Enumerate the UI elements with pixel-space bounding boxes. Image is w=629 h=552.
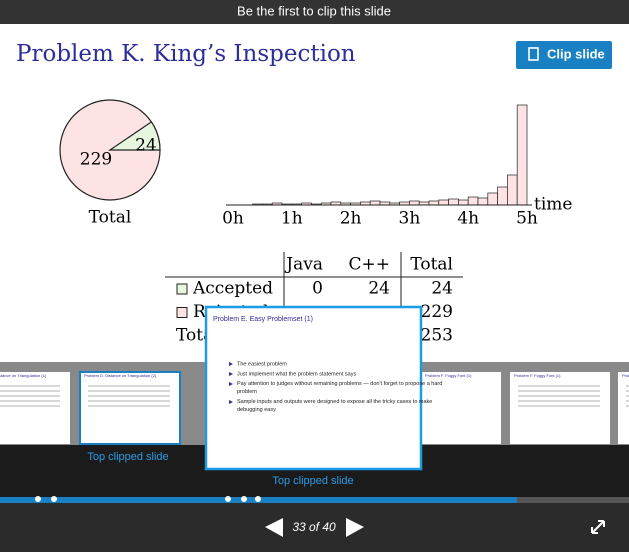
clip-button[interactable] [516, 41, 612, 69]
progress-dot [51, 496, 57, 502]
table-cell: 24 [431, 279, 453, 299]
table-cell: 0 [312, 279, 323, 299]
popup-bullet: Sample inputs and outputs were designed … [237, 399, 432, 413]
table-row-label: Accepted [192, 279, 273, 299]
popup-bullet: The easiest problem [237, 361, 287, 367]
page-indicator: 33 of 40 [292, 520, 336, 534]
hist-bar [409, 200, 420, 206]
table-header: Java [284, 255, 323, 275]
thumbnail[interactable] [79, 371, 181, 445]
hist-bar [448, 198, 459, 206]
hist-tick-label: 1h [281, 209, 303, 229]
popup-card[interactable] [204, 305, 423, 471]
hist-bar [497, 186, 508, 206]
thumbnail-title: Problem F. Foggy Font (1) [514, 373, 561, 378]
hist-tick-label: 4h [457, 209, 479, 229]
hist-bar [516, 104, 528, 206]
clip-icon [528, 47, 539, 61]
hist-bar [507, 174, 518, 206]
hist-bar [428, 200, 440, 206]
thumbnail[interactable] [618, 372, 629, 444]
progress-dot [35, 496, 41, 502]
popup-bullet: Just implement what the problem statemen… [237, 371, 356, 377]
hist-bar [467, 196, 479, 206]
hist-bar [438, 199, 449, 206]
table-cell: 24 [368, 279, 390, 299]
bullet [229, 362, 233, 366]
pie-slice [108, 121, 161, 151]
next-button[interactable] [346, 518, 364, 537]
bullet [229, 382, 233, 386]
control-bar [0, 503, 629, 552]
bullet [229, 400, 233, 404]
progress-dot [241, 496, 247, 502]
top-bar-text[interactable]: Be the first to clip this slide [237, 3, 391, 18]
hist-bar [477, 197, 489, 206]
clip-button-text[interactable]: Clip slide [547, 46, 605, 61]
slide-title: Problem K. King’s Inspection [16, 41, 356, 67]
hist-tick-label: 0h [222, 209, 244, 229]
pie-label: 229 [80, 150, 112, 170]
top-bar [0, 0, 629, 24]
thumbnail[interactable] [510, 372, 610, 444]
pie-caption: Total [89, 208, 132, 228]
thumbnail[interactable] [0, 372, 70, 444]
clipped-label[interactable]: Top clipped slide [87, 451, 168, 463]
fullscreen-button[interactable] [591, 520, 605, 534]
table-header: Total [410, 255, 453, 275]
hist-axis-label: time [534, 195, 572, 215]
progress-dot [255, 496, 261, 502]
progress-dot [225, 496, 231, 502]
pie-label: 24 [135, 136, 157, 156]
table-cell: 253 [421, 326, 453, 346]
popup-bullet: Pay attention to judges without remainin… [237, 381, 442, 395]
legend-box [176, 307, 188, 318]
hist-tick-label: 3h [399, 209, 421, 229]
table-cell: 229 [421, 302, 453, 322]
bullet [229, 372, 233, 376]
popup-title: Problem E. Easy Problemset (1) [213, 316, 313, 323]
hist-tick-label: 2h [340, 209, 362, 229]
hist-tick-label: 5h [516, 209, 538, 229]
hist-bar [458, 199, 469, 206]
hist-bar [369, 200, 381, 206]
legend-box [176, 283, 188, 295]
table-header: C++ [349, 255, 391, 275]
thumbnail-title: Problem F. Foggy Font (2) [622, 373, 629, 378]
thumbnail-title: Problem D. Distance on Triangulation (1) [0, 373, 47, 378]
hist-bar [487, 192, 498, 206]
thumbnail-title: Problem D. Distance on Triangulation (2) [84, 373, 157, 378]
prev-button[interactable] [265, 518, 283, 537]
thumbnail-title: Problem F. Foggy Font (1) [425, 373, 472, 378]
thumbnail[interactable] [421, 372, 501, 444]
popup-label[interactable]: Top clipped slide [272, 475, 353, 487]
